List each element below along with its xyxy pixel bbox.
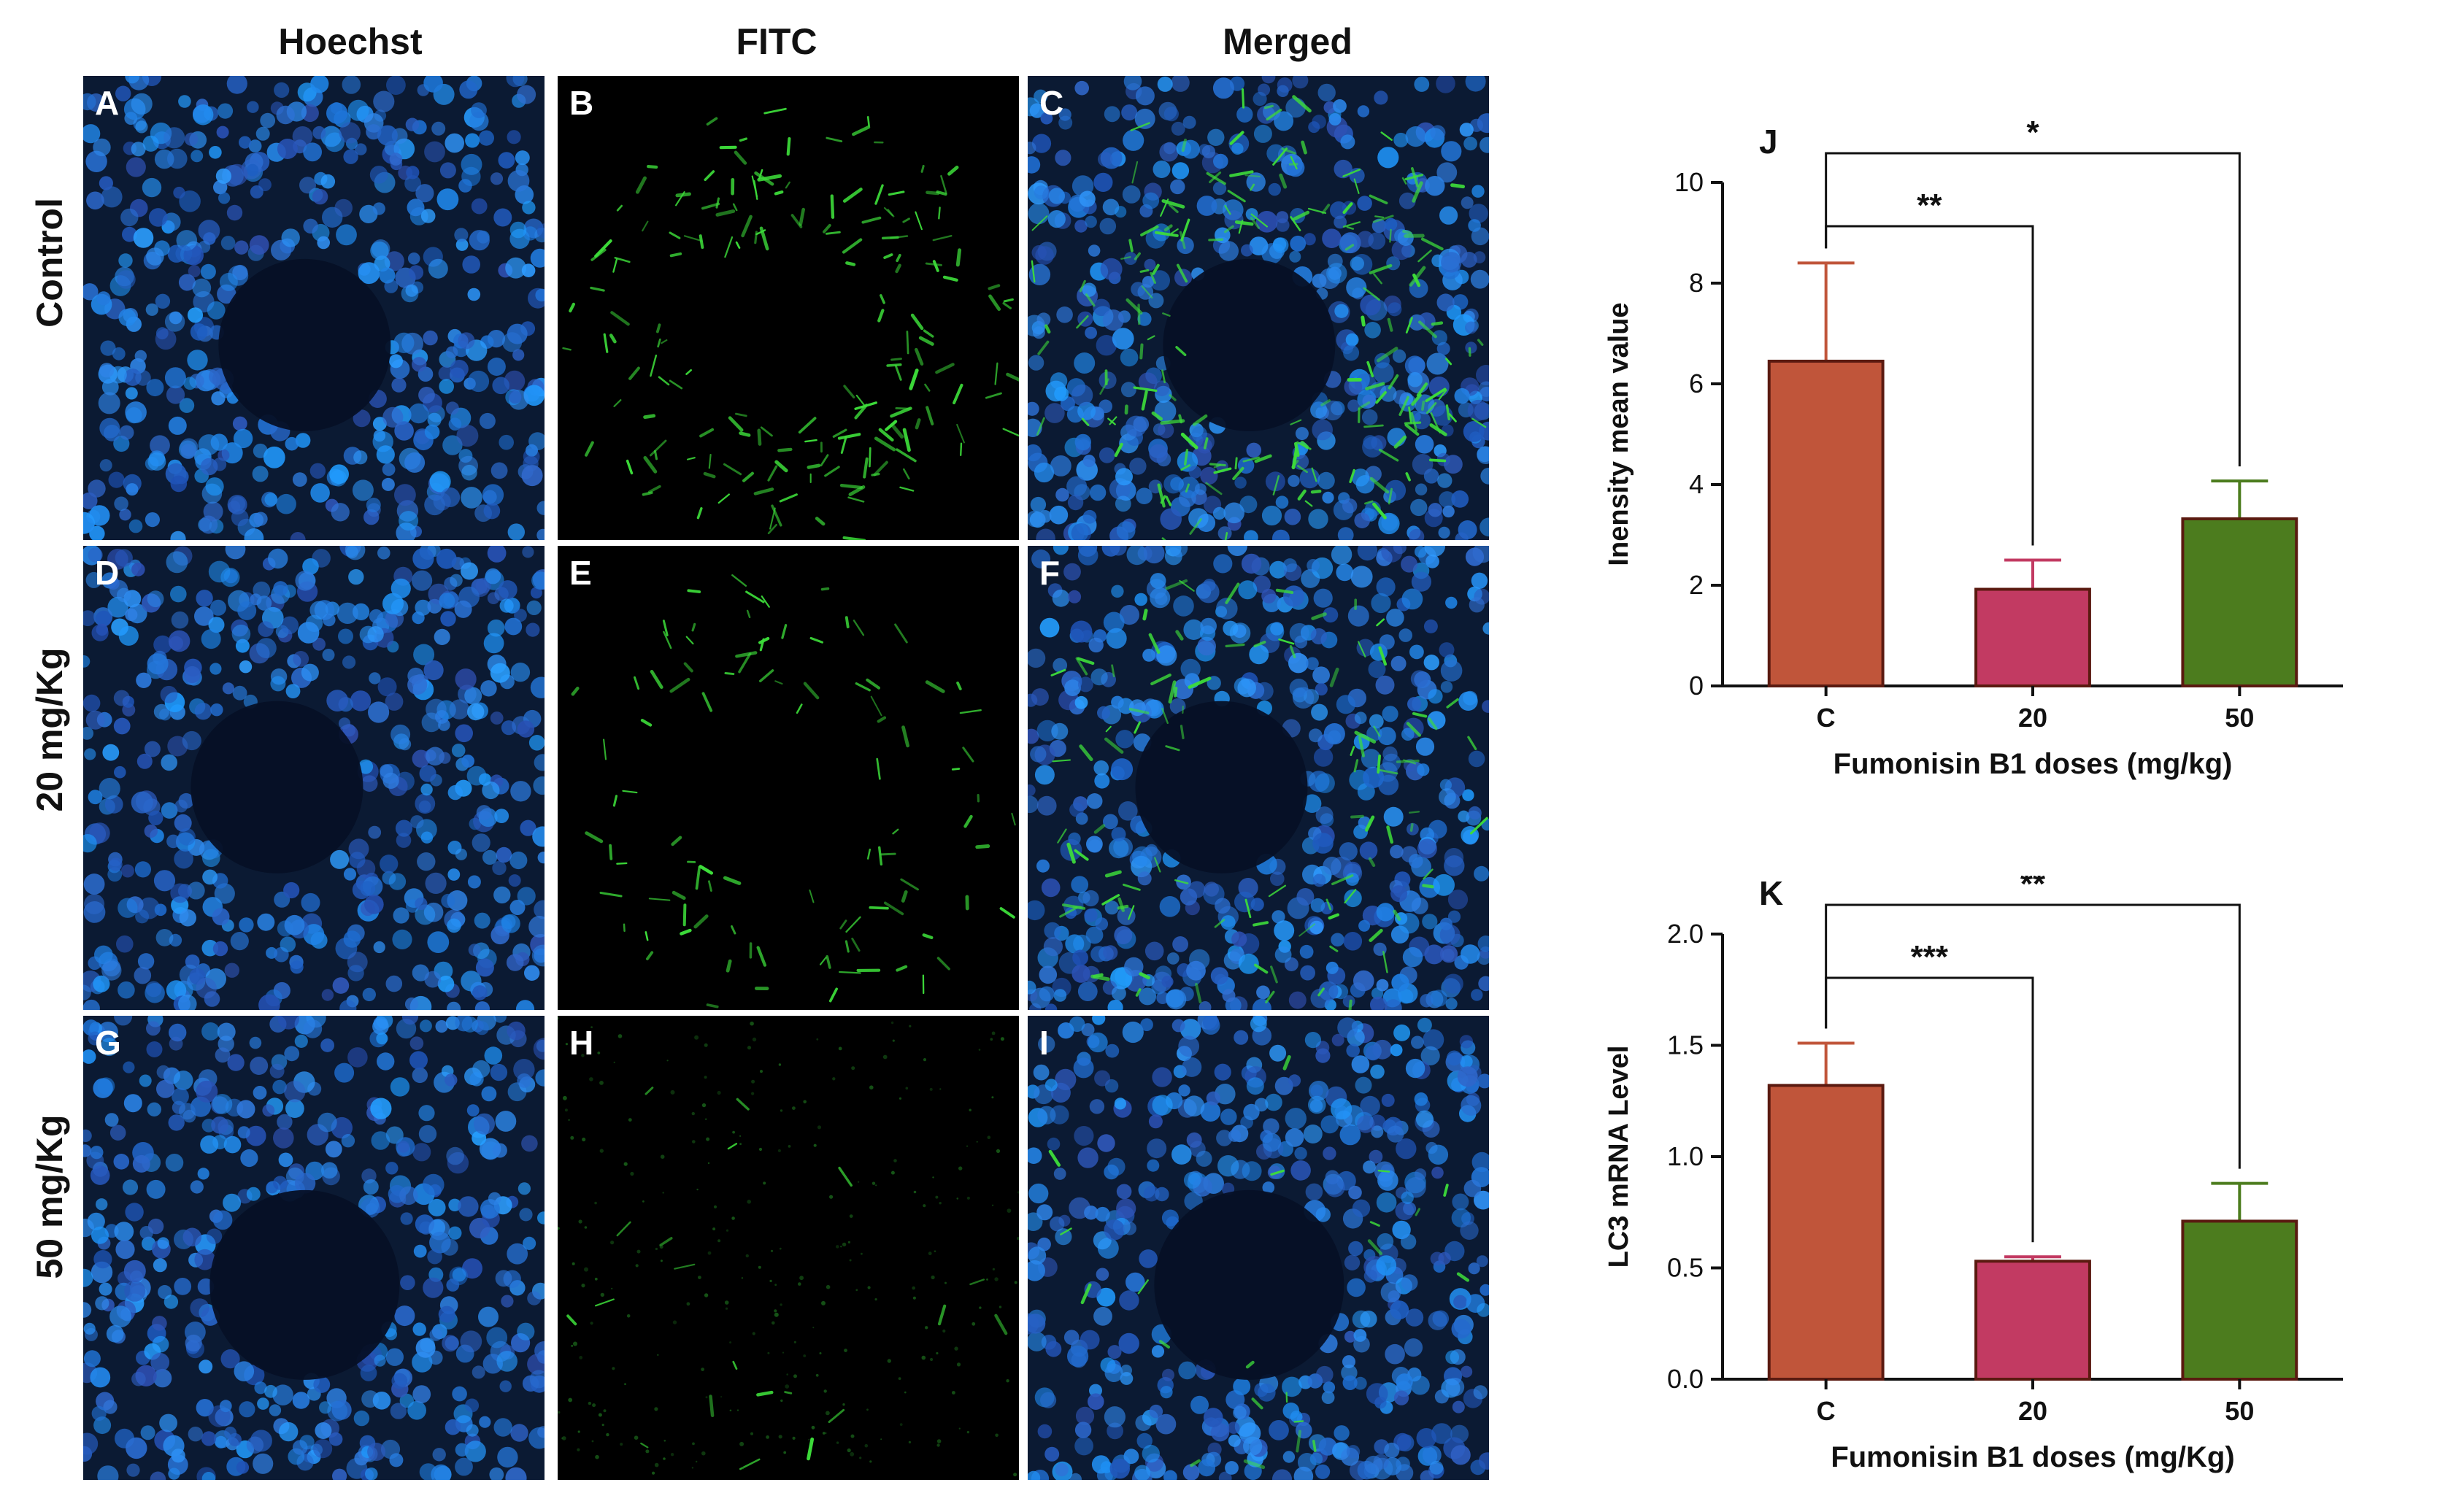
row-header-20mg: 20 mg/Kg: [29, 647, 70, 812]
x-axis-label: Fumonisin B1 doses (mg/Kg): [1831, 1441, 2234, 1473]
x-tick-label: 20: [2018, 703, 2047, 733]
micrograph-panel-h: H: [558, 1016, 1019, 1480]
y-tick-label: 0.0: [1667, 1364, 1704, 1394]
y-tick-label: 1.5: [1667, 1030, 1704, 1060]
x-tick-label: 50: [2225, 703, 2254, 733]
micrograph-panel-g: G: [83, 1016, 545, 1480]
y-tick-label: 0: [1689, 671, 1704, 701]
significance-label: ***: [1911, 939, 1949, 975]
y-axis-label: Inensity mean value: [1604, 302, 1634, 566]
bar-20: [1974, 587, 2091, 688]
y-tick-label: 1.0: [1667, 1141, 1704, 1171]
panel-label-i: I: [1039, 1024, 1049, 1062]
chart-panel-label: K: [1759, 876, 1783, 912]
column-header-hoechst: Hoechst: [278, 21, 423, 62]
micrograph-panel-f: F: [1028, 546, 1489, 1010]
y-tick-label: 8: [1689, 268, 1704, 298]
y-tick-label: 2.0: [1667, 919, 1704, 949]
y-tick-label: 10: [1674, 167, 1704, 197]
panel-label-f: F: [1039, 554, 1061, 592]
panel-label-g: G: [95, 1024, 121, 1062]
row-header-50mg: 50 mg/Kg: [29, 1114, 70, 1279]
panel-label-h: H: [569, 1024, 594, 1062]
micrograph-panel-i: I: [1028, 1016, 1489, 1480]
significance-label: *: [2026, 115, 2039, 150]
significance-label: **: [2020, 876, 2046, 902]
y-tick-label: 2: [1689, 570, 1704, 600]
bar-c: [1767, 359, 1885, 687]
column-header-merged: Merged: [1223, 21, 1353, 62]
x-tick-label: C: [1817, 703, 1836, 733]
micrograph-panel-e: E: [558, 546, 1019, 1010]
panel-label-a: A: [95, 84, 120, 122]
x-axis-label: Fumonisin B1 doses (mg/kg): [1834, 748, 2233, 780]
micrograph-panel-a: A: [83, 76, 545, 540]
row-header-control: Control: [29, 198, 70, 328]
bar-50: [2181, 517, 2298, 687]
panel-label-d: D: [95, 554, 120, 592]
bar-20: [1974, 1260, 2091, 1381]
x-tick-label: C: [1817, 1396, 1836, 1426]
x-tick-label: 50: [2225, 1396, 2254, 1426]
panel-label-e: E: [569, 554, 592, 592]
x-tick-label: 20: [2018, 1396, 2047, 1426]
micrograph-panel-c: C: [1028, 76, 1489, 540]
y-tick-label: 0.5: [1667, 1253, 1704, 1283]
significance-bracket: [1825, 903, 2241, 1169]
significance-label: **: [1917, 188, 1942, 223]
bar-50: [2181, 1219, 2298, 1381]
panel-label-c: C: [1039, 84, 1064, 122]
y-axis-label: LC3 mRNA Level: [1604, 1046, 1634, 1268]
y-tick-label: 6: [1689, 369, 1704, 398]
micrograph-panel-d: D: [83, 546, 545, 1010]
panel-label-b: B: [569, 84, 594, 122]
micrograph-panel-b: B: [558, 76, 1019, 540]
bar-c: [1767, 1084, 1885, 1381]
column-header-fitc: FITC: [736, 21, 817, 62]
chart-panel-label: J: [1759, 123, 1778, 161]
significance-bracket: [1825, 152, 2241, 467]
y-tick-label: 4: [1689, 469, 1704, 499]
